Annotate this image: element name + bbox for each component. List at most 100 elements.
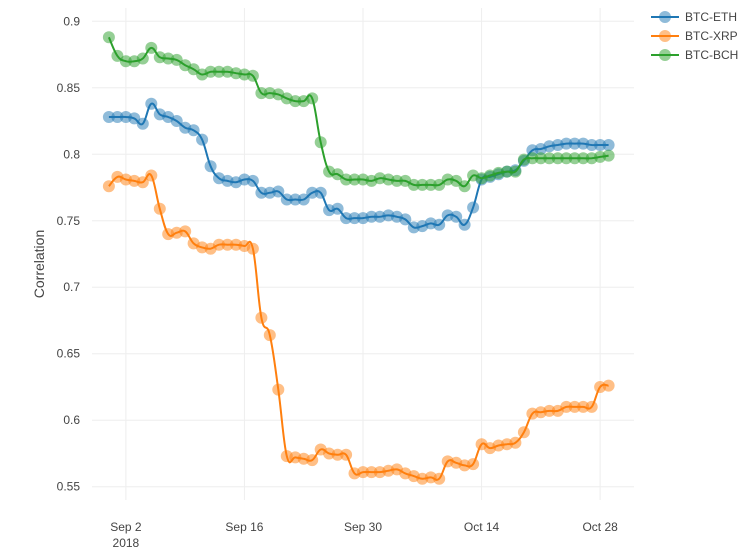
data-point[interactable] xyxy=(602,149,615,162)
data-point[interactable] xyxy=(145,97,158,110)
data-point[interactable] xyxy=(357,466,369,479)
data-point[interactable] xyxy=(560,137,573,150)
data-point[interactable] xyxy=(365,466,378,479)
legend-item-btc-eth[interactable]: BTC-ETH xyxy=(651,10,737,24)
y-tick-label: 0.7 xyxy=(63,280,80,294)
data-point[interactable] xyxy=(407,178,420,191)
data-point[interactable] xyxy=(568,400,581,413)
data-point[interactable] xyxy=(399,213,412,226)
data-point[interactable] xyxy=(289,193,302,206)
data-point[interactable] xyxy=(602,379,615,392)
data-point[interactable] xyxy=(136,117,149,130)
data-point[interactable] xyxy=(340,448,353,461)
data-point[interactable] xyxy=(543,152,556,165)
x-tick-label: Sep 30 xyxy=(344,520,382,534)
data-point[interactable] xyxy=(577,400,590,413)
data-point[interactable] xyxy=(179,225,192,238)
data-point[interactable] xyxy=(467,201,480,214)
data-point[interactable] xyxy=(280,193,293,206)
data-point[interactable] xyxy=(297,193,310,206)
legend-marker xyxy=(659,11,671,23)
data-point[interactable] xyxy=(365,210,378,223)
data-point[interactable] xyxy=(263,329,276,342)
data-point[interactable] xyxy=(221,238,234,251)
data-point[interactable] xyxy=(306,186,319,199)
data-point[interactable] xyxy=(246,174,259,187)
data-point[interactable] xyxy=(136,176,149,189)
data-point[interactable] xyxy=(585,139,598,151)
data-point[interactable] xyxy=(119,55,132,68)
data-point[interactable] xyxy=(187,124,200,137)
data-point[interactable] xyxy=(306,92,319,105)
data-point[interactable] xyxy=(255,87,268,100)
data-point[interactable] xyxy=(145,41,158,54)
data-point[interactable] xyxy=(111,111,124,123)
data-point[interactable] xyxy=(602,139,615,151)
data-point[interactable] xyxy=(314,186,327,199)
x-tick-labels: Sep 2 2018 Sep 16 Sep 30 Oct 14 Oct 28 xyxy=(110,520,618,550)
data-point[interactable] xyxy=(543,404,556,417)
data-point[interactable] xyxy=(331,202,344,215)
data-point[interactable] xyxy=(196,133,209,146)
data-point[interactable] xyxy=(534,152,547,165)
y-tick-label: 0.55 xyxy=(57,480,81,494)
data-point[interactable] xyxy=(433,178,446,191)
data-point[interactable] xyxy=(246,69,259,82)
data-point[interactable] xyxy=(102,111,115,123)
data-point[interactable] xyxy=(204,160,217,173)
data-point[interactable] xyxy=(145,169,158,182)
data-point[interactable] xyxy=(577,152,590,165)
data-point[interactable] xyxy=(340,212,353,225)
data-point[interactable] xyxy=(501,165,513,178)
data-point[interactable] xyxy=(170,115,183,127)
data-point[interactable] xyxy=(390,174,403,187)
data-point[interactable] xyxy=(509,165,522,178)
data-point[interactable] xyxy=(433,218,446,231)
data-point[interactable] xyxy=(272,185,285,198)
y-tick-label: 0.8 xyxy=(63,147,80,161)
data-point[interactable] xyxy=(213,65,225,78)
legend-item-btc-bch[interactable]: BTC-BCH xyxy=(651,48,738,62)
y-tick-label: 0.65 xyxy=(57,347,81,361)
data-point[interactable] xyxy=(348,212,361,225)
data-point[interactable] xyxy=(289,95,302,108)
data-point[interactable] xyxy=(424,178,437,191)
data-point[interactable] xyxy=(246,242,259,255)
data-point[interactable] xyxy=(306,454,319,467)
data-point[interactable] xyxy=(526,152,539,165)
data-point[interactable] xyxy=(348,173,361,186)
data-point[interactable] xyxy=(568,152,581,165)
data-point[interactable] xyxy=(416,178,429,191)
legend-item-btc-xrp[interactable]: BTC-XRP xyxy=(651,29,738,43)
data-point[interactable] xyxy=(458,180,471,193)
data-point[interactable] xyxy=(153,202,166,215)
data-point[interactable] xyxy=(458,218,471,231)
data-point[interactable] xyxy=(560,152,573,165)
data-point[interactable] xyxy=(551,152,564,165)
data-point[interactable] xyxy=(509,436,522,449)
data-point[interactable] xyxy=(594,139,607,151)
data-point[interactable] xyxy=(314,136,327,149)
data-point[interactable] xyxy=(213,238,225,251)
data-point[interactable] xyxy=(331,448,344,461)
data-point[interactable] xyxy=(560,400,573,413)
data-point[interactable] xyxy=(102,180,115,193)
data-point[interactable] xyxy=(255,311,268,324)
data-point[interactable] xyxy=(255,186,268,199)
legend-marker xyxy=(659,49,671,61)
data-point[interactable] xyxy=(450,210,463,223)
data-point[interactable] xyxy=(136,52,149,65)
data-point[interactable] xyxy=(568,137,581,150)
y-axis-title: Correlation xyxy=(31,230,47,298)
data-point[interactable] xyxy=(585,400,598,413)
legend[interactable]: BTC-ETH BTC-XRP BTC-BCH xyxy=(651,10,738,62)
x-tick-label: Sep 2 xyxy=(110,520,142,534)
data-point[interactable] xyxy=(204,65,217,78)
data-point[interactable] xyxy=(340,173,353,186)
data-point[interactable] xyxy=(433,472,446,485)
series-layer xyxy=(102,31,615,485)
data-point[interactable] xyxy=(272,383,285,396)
data-point[interactable] xyxy=(467,458,480,471)
data-point[interactable] xyxy=(102,31,115,44)
data-point[interactable] xyxy=(517,426,530,439)
